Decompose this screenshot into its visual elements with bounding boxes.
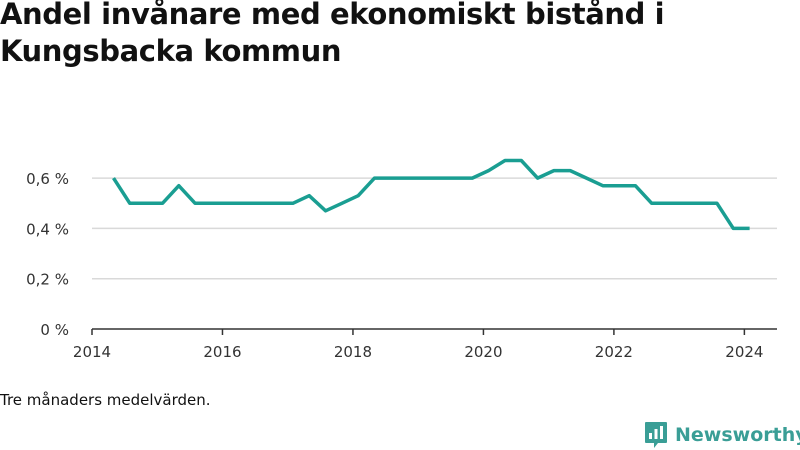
data-point [715,201,719,205]
data-point [568,169,572,173]
series-layer [112,158,752,231]
y-tick-label: 0 % [40,321,69,339]
data-point [617,184,621,188]
data-point [536,176,540,180]
x-axis: 2014 2016 2018 2020 2022 2024 [73,328,777,361]
x-tick-label: 2020 [464,343,502,361]
data-point [666,201,670,205]
data-point [389,176,393,180]
x-tick-label: 2018 [334,343,372,361]
data-point [307,194,311,198]
data-point [324,209,328,213]
data-point [372,176,376,180]
x-tick-label: 2014 [73,343,111,361]
brand-logo[interactable]: Newsworthy [644,420,800,450]
data-point [128,201,132,205]
data-point [438,176,442,180]
data-point [209,201,213,205]
x-tick-label: 2022 [595,343,633,361]
data-point [160,201,164,205]
data-point [650,201,654,205]
data-point [112,176,116,180]
series-line [112,158,750,231]
data-point [470,176,474,180]
data-point [405,176,409,180]
data-point [275,201,279,205]
footnote: Tre månaders medelvärden. [0,391,211,409]
y-tick-label: 0,2 % [26,271,69,289]
x-tick-label: 2024 [725,343,763,361]
data-point [585,176,589,180]
data-point [552,169,556,173]
newsworthy-logo-icon [645,422,667,448]
data-point [731,226,735,230]
data-point [682,201,686,205]
data-point [258,201,262,205]
data-point [699,201,703,205]
data-point [519,159,523,163]
gridlines [92,177,777,280]
x-tick-label: 2016 [203,343,241,361]
data-point [242,201,246,205]
data-point [291,201,295,205]
data-point [454,176,458,180]
data-point [193,201,197,205]
data-point [421,176,425,180]
data-point [748,226,752,230]
data-point [601,184,605,188]
data-point [177,184,181,188]
y-tick-label: 0,4 % [26,220,69,238]
y-tick-label: 0,6 % [26,170,69,188]
data-point [226,201,230,205]
data-point [340,201,344,205]
data-point [356,194,360,198]
data-point [633,184,637,188]
data-point [487,169,491,173]
data-point [503,159,507,163]
y-axis-tick-labels: 0 % 0,2 % 0,4 % 0,6 % [26,170,69,339]
data-point [144,201,148,205]
chart-title: Andel invånare med ekonomiskt bistånd i … [0,0,665,68]
brand-name: Newsworthy [675,424,800,446]
